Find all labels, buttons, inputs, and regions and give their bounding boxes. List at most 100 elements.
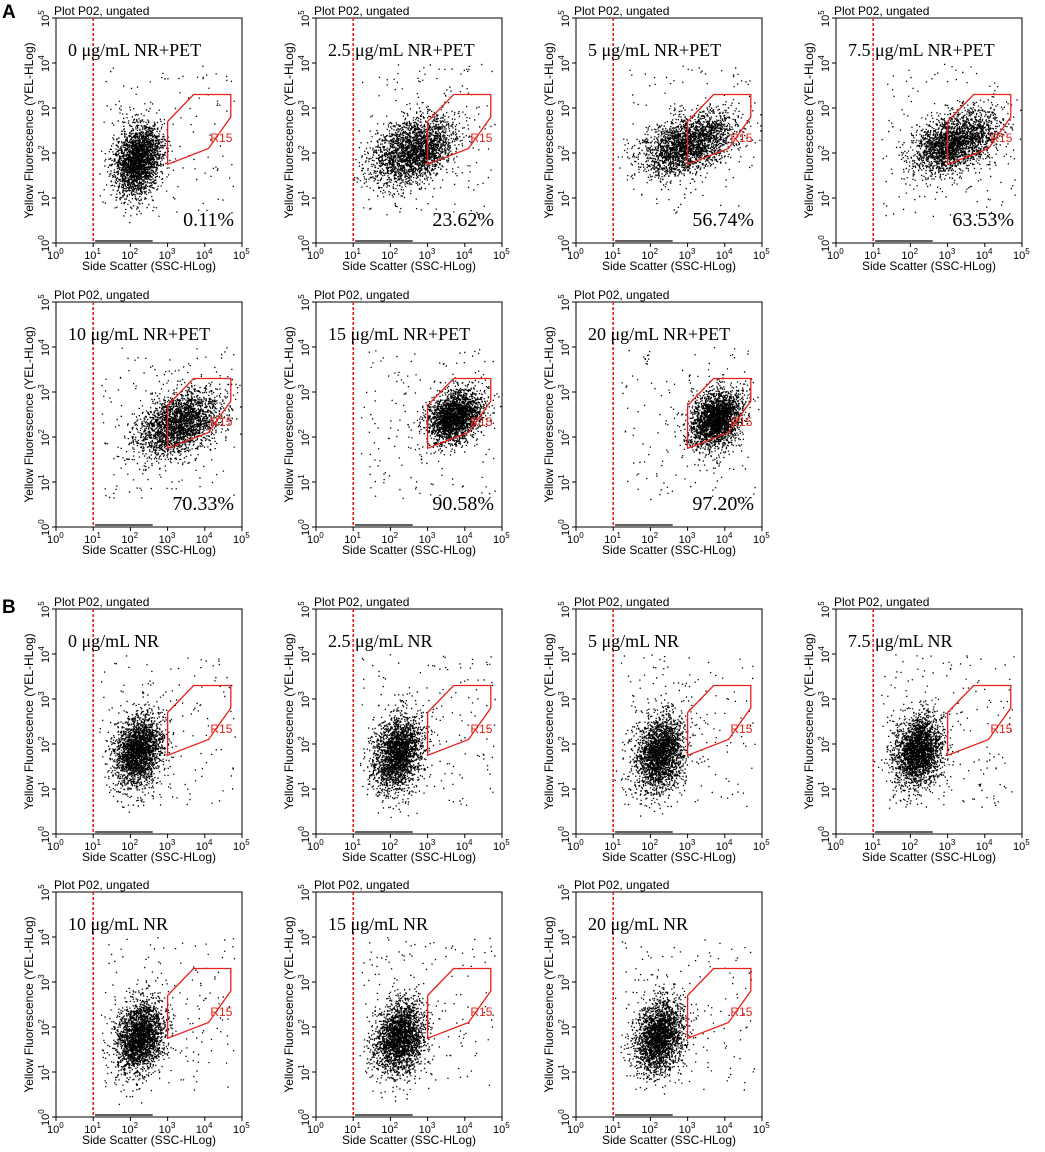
y-tick-label: 105 <box>37 10 52 27</box>
x-tick-label: 102 <box>641 247 658 262</box>
y-tick-label: 104 <box>817 55 832 72</box>
y-tick-label: 105 <box>557 601 572 618</box>
y-tick-label: 104 <box>37 55 52 72</box>
plot-title: Plot P02, ungated <box>314 4 409 18</box>
x-tick-label: 103 <box>419 838 436 853</box>
x-tick-label: 101 <box>344 247 361 262</box>
condition-label: 7.5 μg/mL NR+PET <box>848 40 995 60</box>
x-tick-label: 104 <box>456 247 473 262</box>
x-tick-label: 103 <box>159 531 176 546</box>
y-tick-label: 102 <box>557 1019 572 1036</box>
x-axis-label: Side Scatter (SSC-HLog) <box>342 259 476 273</box>
plot-title: Plot P02, ungated <box>314 288 409 302</box>
x-tick-label: 104 <box>196 531 213 546</box>
condition-label: 20 μg/mL NR+PET <box>588 324 730 344</box>
x-tick-label: 100 <box>827 838 844 853</box>
y-tick-label: 101 <box>557 474 572 491</box>
y-tick-label: 104 <box>557 339 572 356</box>
x-tick-label: 104 <box>976 247 993 262</box>
x-tick-label: 104 <box>456 531 473 546</box>
x-tick-label: 100 <box>47 531 64 546</box>
gate-label: R15 <box>210 415 232 429</box>
x-tick-label: 103 <box>679 247 696 262</box>
gated-percent: 0.11% <box>183 209 234 231</box>
y-tick-label: 101 <box>37 1064 52 1081</box>
y-tick-label: 100 <box>37 1109 52 1126</box>
y-tick-label: 105 <box>297 601 312 618</box>
y-tick-label: 105 <box>817 10 832 27</box>
y-tick-label: 102 <box>297 1019 312 1036</box>
y-tick-label: 102 <box>37 145 52 162</box>
x-tick-label: 103 <box>679 838 696 853</box>
x-tick-label: 100 <box>307 1121 324 1136</box>
y-tick-label: 104 <box>557 929 572 946</box>
y-axis-label: Yellow Fluorescence (YEL-HLog) <box>542 42 556 218</box>
x-tick-label: 104 <box>196 838 213 853</box>
y-tick-label: 105 <box>37 601 52 618</box>
x-tick-label: 101 <box>864 838 881 853</box>
y-tick-label: 102 <box>297 429 312 446</box>
panel-label-b: B <box>2 597 16 618</box>
x-axis-label: Side Scatter (SSC-HLog) <box>602 1133 736 1147</box>
y-tick-label: 101 <box>297 781 312 798</box>
x-tick-label: 100 <box>567 531 584 546</box>
y-tick-label: 101 <box>297 190 312 207</box>
y-tick-label: 104 <box>557 646 572 663</box>
condition-label: 2.5 μg/mL NR <box>328 631 432 651</box>
plot-frame <box>315 608 503 835</box>
x-tick-label: 103 <box>159 247 176 262</box>
plot-frame <box>575 608 763 835</box>
x-tick-label: 102 <box>121 838 138 853</box>
y-tick-label: 105 <box>297 884 312 901</box>
x-tick-label: 100 <box>307 531 324 546</box>
x-tick-label: 105 <box>493 838 510 853</box>
scatter-points <box>101 347 242 501</box>
plot-frame <box>575 17 763 244</box>
y-tick-label: 104 <box>817 646 832 663</box>
x-tick-label: 102 <box>381 838 398 853</box>
y-tick-label: 100 <box>557 519 572 536</box>
condition-label: 5 μg/mL NR+PET <box>588 40 721 60</box>
plot-frame <box>575 891 763 1118</box>
y-tick-label: 103 <box>557 974 572 991</box>
scatter-points <box>359 937 496 1102</box>
x-axis-label: Side Scatter (SSC-HLog) <box>82 259 216 273</box>
y-tick-label: 102 <box>37 1019 52 1036</box>
y-tick-label: 100 <box>37 826 52 843</box>
y-tick-label: 100 <box>817 235 832 252</box>
x-tick-label: 105 <box>1013 247 1030 262</box>
gate-label: R15 <box>470 131 492 145</box>
x-tick-label: 101 <box>604 531 621 546</box>
y-axis-label: Yellow Fluorescence (YEL-HLog) <box>542 326 556 502</box>
x-tick-label: 102 <box>641 531 658 546</box>
scatter-points <box>615 939 756 1095</box>
condition-label: 15 μg/mL NR <box>328 914 428 934</box>
y-tick-label: 103 <box>557 691 572 708</box>
y-tick-label: 102 <box>817 145 832 162</box>
gated-percent: 23.62% <box>432 209 494 231</box>
x-tick-label: 104 <box>196 1121 213 1136</box>
y-tick-label: 101 <box>37 190 52 207</box>
y-tick-label: 103 <box>37 384 52 401</box>
y-tick-label: 102 <box>297 145 312 162</box>
scatter-points <box>99 65 235 224</box>
gate-r15 <box>166 377 232 450</box>
gate-r15 <box>686 684 752 757</box>
x-tick-label: 100 <box>827 247 844 262</box>
y-tick-label: 100 <box>297 519 312 536</box>
y-tick-label: 103 <box>297 100 312 117</box>
gated-percent: 56.74% <box>692 209 754 231</box>
x-axis-label: Side Scatter (SSC-HLog) <box>342 1133 476 1147</box>
y-tick-label: 103 <box>297 974 312 991</box>
x-tick-label: 105 <box>233 531 250 546</box>
y-tick-label: 104 <box>557 55 572 72</box>
x-tick-label: 100 <box>567 1121 584 1136</box>
plot-title: Plot P02, ungated <box>834 595 929 609</box>
x-tick-label: 102 <box>381 531 398 546</box>
y-axis-label: Yellow Fluorescence (YEL-HLog) <box>282 42 296 218</box>
gate-r15 <box>426 684 492 757</box>
